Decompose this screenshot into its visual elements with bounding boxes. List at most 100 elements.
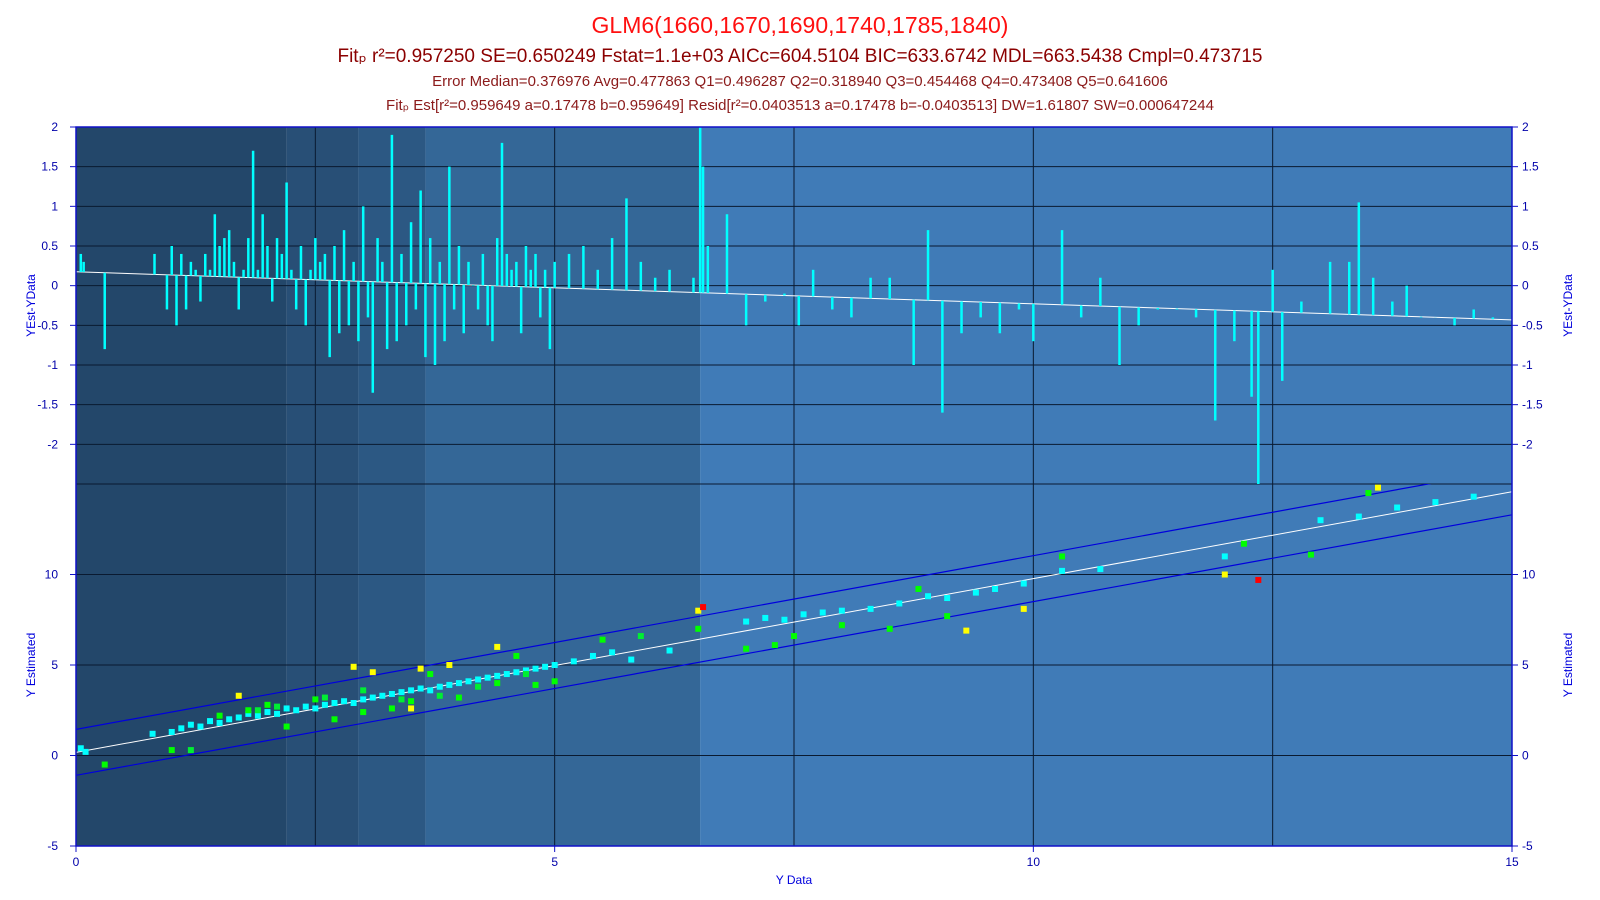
- data-point-q3: [522, 671, 529, 678]
- data-point-q1: [513, 669, 520, 676]
- data-point-q1: [446, 681, 453, 688]
- residual-ytick-left: 0: [51, 279, 58, 293]
- data-point-q2: [245, 707, 252, 714]
- scatter-ytick-right: 5: [1522, 658, 1529, 672]
- data-point-q2: [494, 680, 501, 687]
- data-point-q1: [77, 745, 84, 752]
- scatter-y-axis-label-right: Y Estimated: [1561, 633, 1575, 697]
- axis-labels: 2 2 1.5 1.5 1 1 0.5 0.5 0 0 -0.5 -0.5 -1 -1 -1.5 -1.5 -2…: [24, 120, 1575, 887]
- error-stats-line: Error Median=0.376976 Avg=0.477863 Q1=0.…: [432, 73, 1168, 90]
- residual-ytick-right: -1.5: [1522, 398, 1543, 412]
- data-point-q1: [408, 687, 415, 694]
- data-point-q1: [350, 700, 357, 707]
- data-point-q5: [700, 604, 707, 611]
- data-point-q2: [1365, 490, 1372, 497]
- data-point-q1: [168, 728, 175, 735]
- data-point-q3: [274, 703, 281, 710]
- data-point-q2: [599, 636, 606, 643]
- residual-ytick-left: 2: [51, 120, 58, 134]
- data-point-q1: [551, 662, 558, 668]
- data-point-q1: [570, 658, 577, 665]
- scatter-ytick-left: 5: [51, 658, 58, 672]
- residual-ytick-left: -0.5: [37, 318, 58, 332]
- data-point-q1: [972, 589, 979, 596]
- data-point-q2: [743, 645, 750, 652]
- data-point-q3: [398, 696, 405, 703]
- data-point-q2: [513, 652, 520, 659]
- data-point-q1: [609, 649, 616, 656]
- residual-ytick-right: 2: [1522, 120, 1529, 134]
- scatter-ytick-left: 0: [51, 749, 58, 763]
- data-point-q1: [484, 674, 491, 681]
- data-point-q1: [743, 618, 750, 625]
- data-point-q2: [283, 723, 290, 730]
- data-point-q1: [1097, 566, 1104, 573]
- data-point-q1: [1059, 567, 1066, 574]
- data-point-q4: [1020, 605, 1027, 612]
- background-bands: [76, 127, 1512, 846]
- data-point-q1: [1317, 517, 1324, 524]
- data-point-q2: [886, 625, 893, 632]
- data-point-q1: [436, 683, 443, 690]
- data-point-q1: [475, 676, 482, 683]
- data-point-q1: [264, 709, 271, 716]
- residual-ytick-left: 1.5: [41, 160, 58, 174]
- background-band: [700, 127, 1512, 846]
- data-point-q4: [494, 643, 501, 650]
- data-point-q1: [197, 723, 204, 730]
- data-point-q4: [417, 665, 424, 672]
- data-point-q2: [101, 761, 108, 768]
- data-point-q3: [436, 692, 443, 699]
- residual-ytick-left: -1: [47, 358, 58, 372]
- data-point-q1: [465, 678, 472, 685]
- data-point-q1: [762, 614, 769, 621]
- data-point-q1: [254, 712, 261, 719]
- data-point-q1: [1020, 580, 1027, 587]
- data-point-q1: [379, 692, 386, 699]
- data-point-q4: [695, 607, 702, 614]
- data-point-q1: [149, 730, 156, 737]
- data-point-q2: [331, 716, 338, 723]
- data-point-q3: [254, 707, 261, 714]
- scatter-ytick-right: -5: [1522, 839, 1533, 853]
- data-point-q4: [1374, 484, 1381, 491]
- residual-y-axis-label-right: YEst-YData: [1561, 274, 1575, 337]
- xtick-label: 15: [1505, 855, 1519, 869]
- residual-ytick-right: -1: [1522, 358, 1533, 372]
- scatter-ytick-right: 10: [1522, 568, 1536, 582]
- fit-stats-line: Fitₚ r²=0.957250 SE=0.650249 Fstat=1.1e+…: [337, 46, 1263, 67]
- residual-ytick-left: -1.5: [37, 398, 58, 412]
- data-point-q1: [245, 710, 252, 717]
- data-point-q2: [455, 694, 462, 701]
- data-point-q2: [312, 696, 319, 703]
- data-point-q1: [503, 671, 510, 678]
- residual-ytick-right: 0.5: [1522, 239, 1539, 253]
- data-point-q4: [369, 669, 376, 676]
- data-point-q1: [302, 703, 309, 710]
- scatter-points: [77, 484, 1477, 768]
- data-point-q2: [695, 625, 702, 632]
- data-point-q2: [551, 678, 558, 685]
- background-band: [425, 127, 701, 846]
- data-point-q2: [771, 642, 778, 649]
- x-axis-label: Y Data: [776, 873, 813, 887]
- data-point-q3: [360, 687, 367, 694]
- lower-ci-line: [76, 514, 1512, 776]
- residual-bars: [79, 127, 1495, 484]
- data-point-q1: [455, 680, 462, 687]
- data-point-q2: [264, 701, 271, 708]
- data-point-q1: [1355, 513, 1362, 520]
- data-point-q1: [1394, 504, 1401, 511]
- data-point-q1: [321, 701, 328, 708]
- xtick-label: 10: [1027, 855, 1041, 869]
- xtick-label: 5: [551, 855, 558, 869]
- data-point-q1: [1470, 493, 1477, 500]
- data-point-q1: [293, 707, 300, 714]
- data-point-q4: [963, 627, 970, 634]
- residual-ytick-left: 1: [51, 199, 58, 213]
- data-point-q1: [331, 700, 338, 707]
- data-point-q1: [666, 647, 673, 654]
- data-point-q2: [1059, 553, 1066, 560]
